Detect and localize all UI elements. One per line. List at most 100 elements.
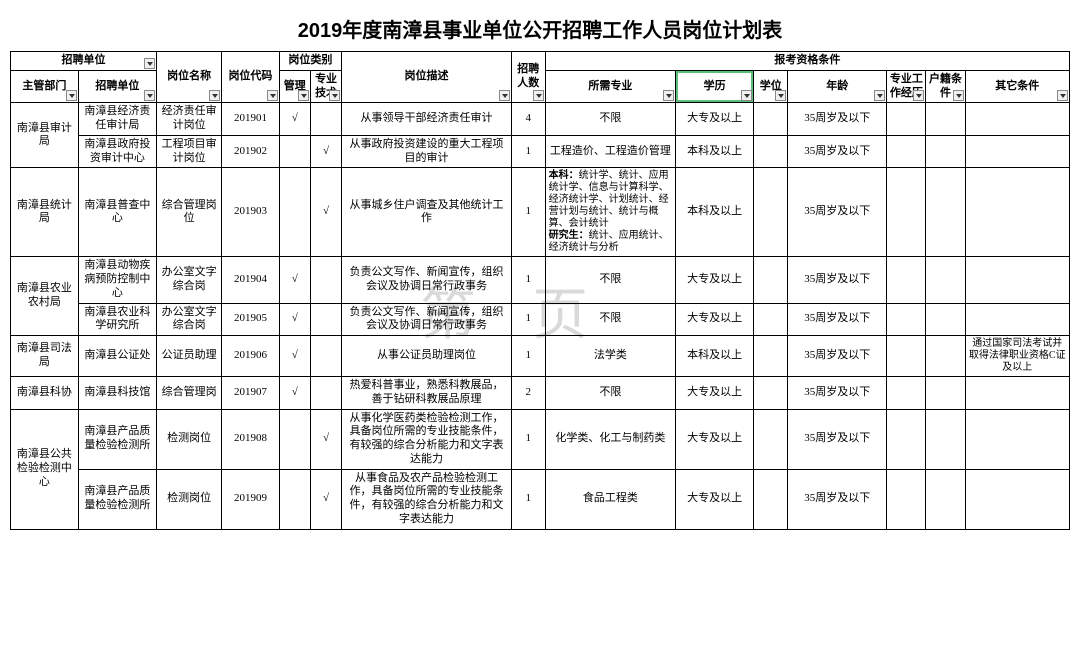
cell-num: 1 xyxy=(511,135,545,168)
cell-post: 检测岗位 xyxy=(157,409,222,469)
cell-num: 1 xyxy=(511,469,545,529)
cell-mg xyxy=(279,409,310,469)
cell-major: 化学类、化工与制药类 xyxy=(545,409,675,469)
cell-other xyxy=(965,103,1069,136)
cell-edu: 大专及以上 xyxy=(676,377,754,410)
cell-edu: 本科及以上 xyxy=(676,168,754,257)
cell-tech xyxy=(310,303,341,336)
table-row: 南漳县审计局南漳县经济责任审计局经济责任审计岗位201901√从事领导干部经济责… xyxy=(11,103,1070,136)
table-row: 南漳县农业科学研究所办公室文字综合岗201905√负责公文写作、新闻宣传，组织会… xyxy=(11,303,1070,336)
cell-tech xyxy=(310,257,341,303)
cell-mg xyxy=(279,168,310,257)
cell-age: 35周岁及以下 xyxy=(788,257,887,303)
cell-major: 不限 xyxy=(545,303,675,336)
cell-mg: √ xyxy=(279,103,310,136)
plan-table: 招聘单位 岗位名称 岗位代码 岗位类别 岗位描述 招聘人数 报考资格条件 主管部… xyxy=(10,51,1070,530)
cell-major: 不限 xyxy=(545,377,675,410)
cell-hukou xyxy=(926,377,965,410)
cell-tech: √ xyxy=(310,135,341,168)
cell-tech: √ xyxy=(310,168,341,257)
cell-desc: 从事领导干部经济责任审计 xyxy=(342,103,512,136)
cell-post: 办公室文字综合岗 xyxy=(157,303,222,336)
cell-age: 35周岁及以下 xyxy=(788,336,887,377)
cell-desc: 热爱科普事业，熟悉科教展品，善于钻研科教展品原理 xyxy=(342,377,512,410)
hdr-post-name[interactable]: 岗位名称 xyxy=(157,52,222,103)
cell-age: 35周岁及以下 xyxy=(788,377,887,410)
cell-post: 综合管理岗 xyxy=(157,377,222,410)
cell-exp xyxy=(887,409,926,469)
hdr-edu[interactable]: 学历 xyxy=(676,70,754,103)
cell-unit: 南漳县经济责任审计局 xyxy=(78,103,156,136)
cell-deg xyxy=(754,469,788,529)
cell-mg xyxy=(279,135,310,168)
cell-post: 办公室文字综合岗 xyxy=(157,257,222,303)
cell-deg xyxy=(754,168,788,257)
cell-dept: 南漳县农业农村局 xyxy=(11,257,79,336)
cell-dept: 南漳县司法局 xyxy=(11,336,79,377)
hdr-count[interactable]: 招聘人数 xyxy=(511,52,545,103)
cell-deg xyxy=(754,377,788,410)
cell-exp xyxy=(887,257,926,303)
hdr-other[interactable]: 其它条件 xyxy=(965,70,1069,103)
cell-desc: 负责公文写作、新闻宣传，组织会议及协调日常行政事务 xyxy=(342,303,512,336)
cell-other xyxy=(965,135,1069,168)
cell-post: 经济责任审计岗位 xyxy=(157,103,222,136)
cell-age: 35周岁及以下 xyxy=(788,469,887,529)
cell-mg: √ xyxy=(279,377,310,410)
hdr-group-type: 岗位类别 xyxy=(279,52,342,71)
cell-other: 通过国家司法考试并取得法律职业资格C证及以上 xyxy=(965,336,1069,377)
hdr-post-code[interactable]: 岗位代码 xyxy=(222,52,279,103)
cell-num: 2 xyxy=(511,377,545,410)
hdr-unit[interactable]: 招聘单位 xyxy=(78,70,156,103)
cell-code: 201903 xyxy=(222,168,279,257)
cell-unit: 南漳县公证处 xyxy=(78,336,156,377)
cell-code: 201902 xyxy=(222,135,279,168)
cell-exp xyxy=(887,135,926,168)
hdr-major[interactable]: 所需专业 xyxy=(545,70,675,103)
cell-desc: 从事化学医药类检验检测工作，具备岗位所需的专业技能条件，有较强的综合分析能力和文… xyxy=(342,409,512,469)
cell-major: 本科：统计学、统计、应用统计学、信息与计算科学、经济统计学、计划统计、经营计划与… xyxy=(545,168,675,257)
hdr-age[interactable]: 年龄 xyxy=(788,70,887,103)
cell-unit: 南漳县动物疾病预防控制中心 xyxy=(78,257,156,303)
cell-num: 4 xyxy=(511,103,545,136)
cell-unit: 南漳县产品质量检验检测所 xyxy=(78,469,156,529)
cell-age: 35周岁及以下 xyxy=(788,135,887,168)
hdr-mgmt[interactable]: 管理 xyxy=(279,70,310,103)
cell-tech xyxy=(310,377,341,410)
cell-edu: 本科及以上 xyxy=(676,135,754,168)
cell-tech: √ xyxy=(310,409,341,469)
cell-mg xyxy=(279,469,310,529)
cell-edu: 大专及以上 xyxy=(676,303,754,336)
cell-other xyxy=(965,469,1069,529)
hdr-group-unit[interactable]: 招聘单位 xyxy=(11,52,157,71)
cell-hukou xyxy=(926,303,965,336)
cell-exp xyxy=(887,168,926,257)
table-row: 南漳县农业农村局南漳县动物疾病预防控制中心办公室文字综合岗201904√负责公文… xyxy=(11,257,1070,303)
table-row: 南漳县司法局南漳县公证处公证员助理201906√从事公证员助理岗位1法学类本科及… xyxy=(11,336,1070,377)
cell-deg xyxy=(754,336,788,377)
cell-edu: 本科及以上 xyxy=(676,336,754,377)
cell-unit: 南漳县普查中心 xyxy=(78,168,156,257)
hdr-exp[interactable]: 专业工作经历 xyxy=(887,70,926,103)
hdr-dept[interactable]: 主管部门 xyxy=(11,70,79,103)
cell-other xyxy=(965,377,1069,410)
cell-dept: 南漳县公共检验检测中心 xyxy=(11,409,79,529)
hdr-tech[interactable]: 专业技术 xyxy=(310,70,341,103)
cell-num: 1 xyxy=(511,257,545,303)
cell-age: 35周岁及以下 xyxy=(788,409,887,469)
cell-deg xyxy=(754,303,788,336)
cell-hukou xyxy=(926,336,965,377)
cell-desc: 负责公文写作、新闻宣传，组织会议及协调日常行政事务 xyxy=(342,257,512,303)
cell-code: 201908 xyxy=(222,409,279,469)
cell-mg: √ xyxy=(279,336,310,377)
cell-code: 201907 xyxy=(222,377,279,410)
cell-tech: √ xyxy=(310,469,341,529)
hdr-desc[interactable]: 岗位描述 xyxy=(342,52,512,103)
cell-unit: 南漳县农业科学研究所 xyxy=(78,303,156,336)
cell-desc: 从事政府投资建设的重大工程项目的审计 xyxy=(342,135,512,168)
table-row: 南漳县统计局南漳县普查中心综合管理岗位201903√从事城乡住户调查及其他统计工… xyxy=(11,168,1070,257)
page-title: 2019年度南漳县事业单位公开招聘工作人员岗位计划表 xyxy=(10,14,1070,43)
cell-exp xyxy=(887,336,926,377)
hdr-hukou[interactable]: 户籍条件 xyxy=(926,70,965,103)
hdr-degree[interactable]: 学位 xyxy=(754,70,788,103)
